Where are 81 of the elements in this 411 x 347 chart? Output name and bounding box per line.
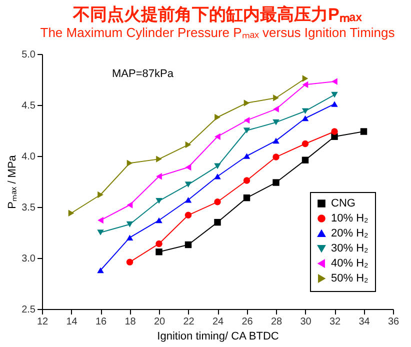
point xyxy=(184,241,192,248)
point xyxy=(126,234,134,241)
x-tick-label: 20 xyxy=(154,316,166,328)
point xyxy=(214,218,221,226)
x-tick-label: 12 xyxy=(36,316,48,328)
point xyxy=(156,248,162,256)
point xyxy=(214,114,220,121)
x-tick-label: 30 xyxy=(300,316,312,328)
annotation: MAP=87kPa xyxy=(112,68,174,80)
point xyxy=(185,164,192,171)
point xyxy=(272,138,280,144)
point xyxy=(214,133,220,140)
point xyxy=(272,154,280,160)
point xyxy=(156,240,162,248)
chart-title: 不同点火提前角下的缸内最高压力Pₘₐₓ xyxy=(72,5,363,24)
point xyxy=(331,92,338,98)
x-tick-label: 22 xyxy=(183,316,195,328)
point xyxy=(243,153,250,159)
point xyxy=(126,258,134,266)
point xyxy=(243,128,250,134)
point xyxy=(97,230,104,236)
point xyxy=(184,182,192,188)
point xyxy=(156,198,162,204)
legend-label: 10% H₂ xyxy=(331,212,368,224)
point xyxy=(302,75,308,82)
x-tick-label: 24 xyxy=(212,316,224,328)
point xyxy=(273,94,279,102)
chart-subtitle: The Maximum Cylinder Pressure Pₘₐₓ versus Ignition Timings xyxy=(40,25,396,40)
point xyxy=(302,108,309,114)
legend-label: CNG xyxy=(331,198,356,210)
x-tick-label: 28 xyxy=(270,316,282,328)
y-tick-label: 2.5 xyxy=(22,304,36,316)
point xyxy=(214,173,221,180)
point xyxy=(302,140,309,148)
point xyxy=(214,198,221,206)
y-tick-label: 5.0 xyxy=(22,50,36,60)
point xyxy=(302,156,309,164)
point xyxy=(126,221,134,228)
x-tick-label: 18 xyxy=(124,316,136,328)
point xyxy=(156,156,162,162)
point xyxy=(185,141,192,148)
point xyxy=(156,173,162,180)
point xyxy=(98,191,104,198)
y-tick-label: 3.0 xyxy=(22,254,36,264)
point xyxy=(243,177,250,184)
point xyxy=(126,160,133,166)
x-tick-label: 34 xyxy=(358,316,370,328)
point xyxy=(273,106,279,112)
point xyxy=(184,196,192,203)
point xyxy=(332,78,338,85)
x-axis-title: Ignition timing/ CA BTDC xyxy=(157,330,279,342)
point xyxy=(98,216,104,224)
legend-label: 50% H₂ xyxy=(331,272,368,284)
point xyxy=(331,101,338,107)
point xyxy=(360,128,368,135)
point xyxy=(331,128,338,135)
x-tick-label: 32 xyxy=(329,316,341,328)
x-tick-label: 14 xyxy=(66,316,78,328)
y-tick-label: 3.5 xyxy=(22,202,36,214)
point xyxy=(302,81,308,88)
point xyxy=(243,194,250,202)
point xyxy=(244,100,250,106)
point xyxy=(156,217,162,224)
legend-label: 20% H₂ xyxy=(331,228,368,240)
point xyxy=(272,179,280,186)
point xyxy=(126,202,133,208)
legend-label: 40% H₂ xyxy=(331,258,368,270)
x-tick-label: 16 xyxy=(95,316,107,328)
point xyxy=(272,119,280,126)
point xyxy=(68,210,74,216)
point xyxy=(244,116,250,124)
y-tick-label: 4.5 xyxy=(22,100,36,112)
legend-label: 30% H₂ xyxy=(331,242,368,254)
point xyxy=(184,212,192,219)
y-tick-label: 4.0 xyxy=(22,152,36,162)
point xyxy=(214,163,221,170)
x-tick-label: 26 xyxy=(242,316,254,328)
point xyxy=(97,267,104,274)
x-tick-label: 36 xyxy=(388,316,400,328)
point xyxy=(302,115,309,122)
y-axis-title: Pₘₐₓ / MPa xyxy=(6,154,19,209)
